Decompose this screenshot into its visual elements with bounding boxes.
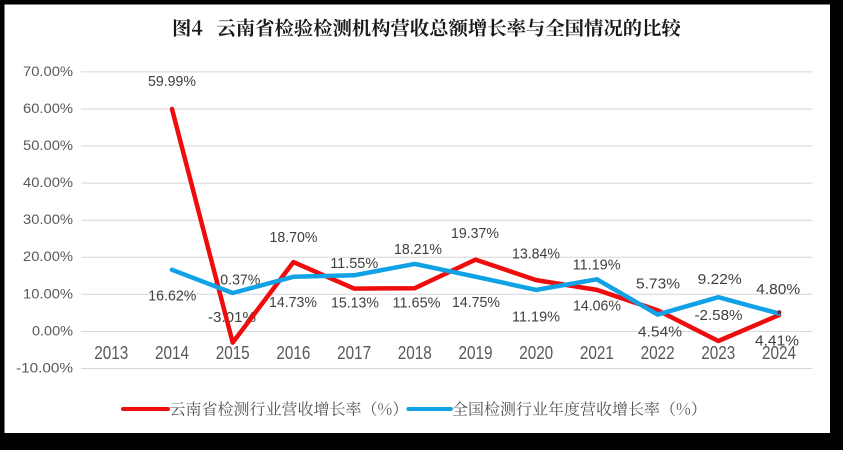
svg-text:-3.01%: -3.01%: [208, 309, 256, 326]
svg-text:20.00%: 20.00%: [23, 249, 73, 265]
svg-text:15.13%: 15.13%: [331, 294, 379, 311]
svg-text:50.00%: 50.00%: [23, 138, 73, 154]
svg-text:2024: 2024: [762, 343, 796, 363]
svg-text:40.00%: 40.00%: [23, 175, 73, 191]
svg-text:2015: 2015: [216, 343, 250, 363]
svg-text:14.75%: 14.75%: [452, 294, 500, 311]
svg-text:10.37%: 10.37%: [212, 271, 260, 288]
svg-text:9.22%: 9.22%: [698, 271, 742, 288]
svg-text:2014: 2014: [155, 343, 189, 363]
svg-text:4.41%: 4.41%: [755, 333, 799, 350]
svg-text:14.73%: 14.73%: [269, 294, 317, 311]
svg-text:2017: 2017: [337, 343, 371, 363]
svg-text:70.00%: 70.00%: [23, 64, 73, 80]
svg-text:16.62%: 16.62%: [148, 288, 196, 305]
svg-text:30.00%: 30.00%: [23, 212, 73, 228]
svg-text:5.73%: 5.73%: [636, 276, 680, 293]
svg-text:14.06%: 14.06%: [573, 297, 621, 314]
svg-text:2013: 2013: [94, 343, 128, 363]
svg-text:11.55%: 11.55%: [330, 255, 378, 272]
svg-text:2016: 2016: [276, 343, 310, 363]
svg-text:11.65%: 11.65%: [393, 294, 441, 311]
svg-text:2021: 2021: [580, 343, 614, 363]
svg-text:-10.00%: -10.00%: [16, 361, 73, 377]
svg-text:18.21%: 18.21%: [394, 241, 442, 258]
svg-text:60.00%: 60.00%: [23, 101, 73, 117]
svg-text:2018: 2018: [398, 343, 432, 363]
svg-text:11.19%: 11.19%: [512, 308, 560, 325]
svg-text:-2.58%: -2.58%: [695, 307, 743, 324]
svg-text:11.19%: 11.19%: [573, 256, 621, 273]
svg-text:18.70%: 18.70%: [270, 229, 318, 246]
svg-text:0.00%: 0.00%: [32, 323, 73, 339]
svg-text:2023: 2023: [701, 343, 735, 363]
svg-text:13.84%: 13.84%: [512, 245, 560, 262]
svg-text:10.00%: 10.00%: [23, 286, 73, 302]
svg-text:19.37%: 19.37%: [451, 225, 499, 242]
svg-text:4.54%: 4.54%: [638, 323, 682, 340]
svg-text:4.80%: 4.80%: [756, 281, 800, 298]
svg-text:59.99%: 59.99%: [148, 73, 196, 90]
svg-text:2019: 2019: [459, 343, 493, 363]
svg-text:2022: 2022: [641, 343, 675, 363]
svg-text:2020: 2020: [519, 343, 553, 363]
